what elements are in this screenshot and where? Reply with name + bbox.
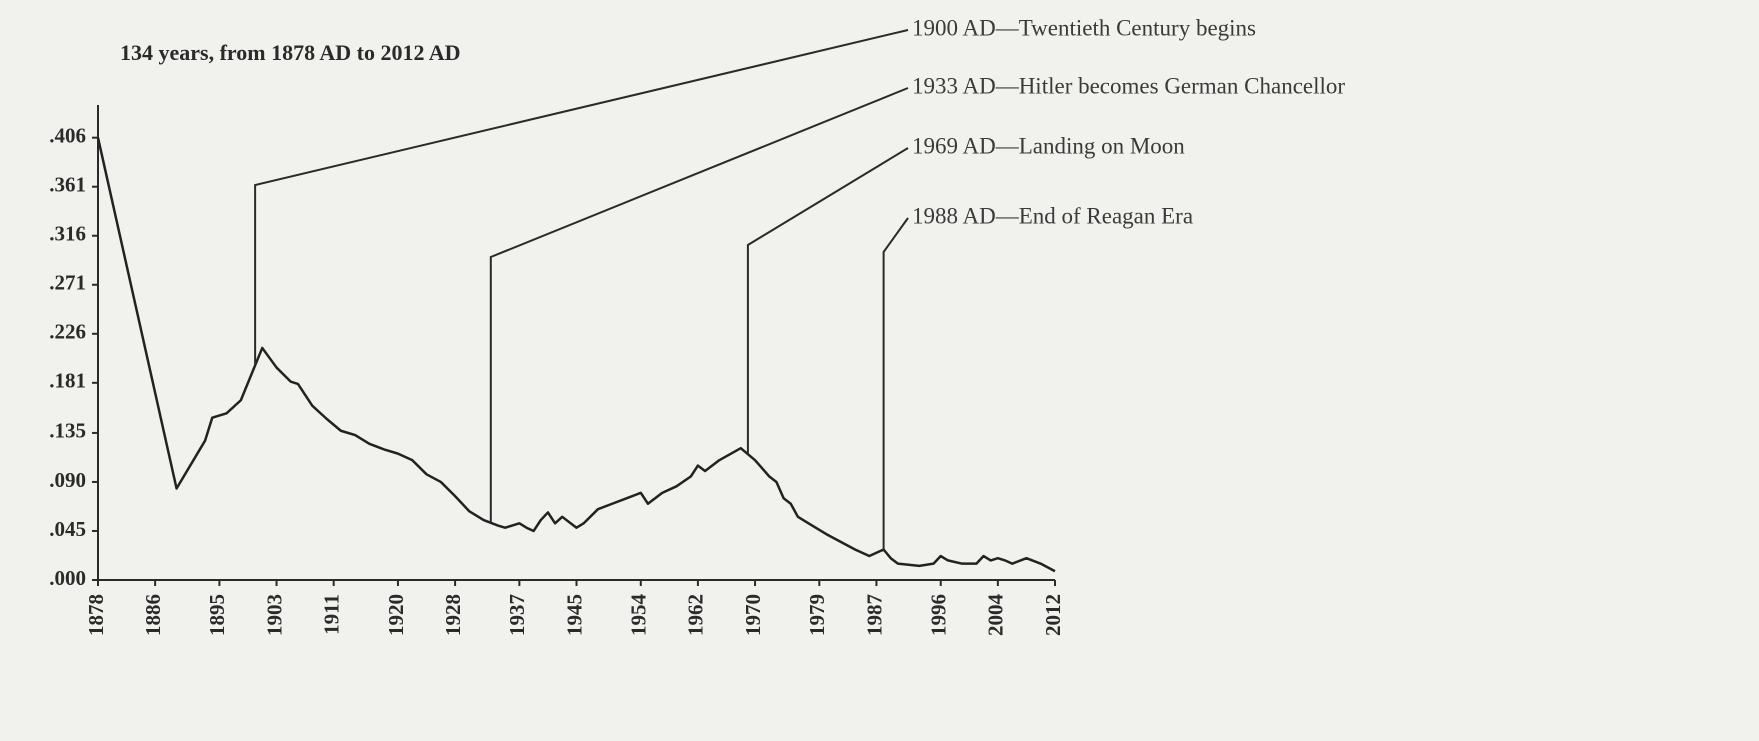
annotation: 1933 AD—Hitler becomes German Chancellor [912,73,1345,98]
y-tick-label: .045 [49,517,86,541]
x-tick-label: 1945 [562,594,586,636]
callout-line [746,147,909,455]
callout-line [882,217,909,550]
x-tick-label: 1979 [805,594,829,636]
x-tick-label: 1920 [384,594,408,636]
x-tick-label: 2012 [1041,594,1065,636]
x-tick-label: 1895 [205,594,229,636]
x-tick-label: 1937 [505,594,529,636]
y-tick-label: .406 [49,123,86,147]
callout-line [254,29,909,366]
x-tick-label: 1987 [862,594,886,636]
x-tick-label: 1928 [441,594,465,636]
x-tick-label: 1911 [319,594,343,635]
annotation: 1988 AD—End of Reagan Era [912,203,1193,228]
y-tick-label: .000 [49,566,86,590]
y-tick-label: .226 [49,320,86,344]
chart-title: 134 years, from 1878 AD to 2012 AD [120,40,461,65]
x-tick-label: 1878 [84,594,108,636]
x-tick-label: 1886 [141,594,165,636]
x-tick-label: 1954 [627,594,651,637]
x-tick-label: 2004 [984,594,1008,637]
y-tick-label: .316 [49,222,86,246]
x-tick-label: 1970 [741,594,765,636]
y-tick-label: .181 [49,369,86,393]
x-tick-label: 1903 [262,594,286,636]
y-tick-label: .361 [49,173,86,197]
y-tick-label: .271 [49,271,86,295]
y-tick-label: .090 [49,468,86,492]
annotation: 1969 AD—Landing on Moon [912,133,1185,158]
data-line [96,137,1056,573]
callout-line [489,87,909,523]
annotation: 1900 AD—Twentieth Century begins [912,15,1256,40]
x-tick-label: 1996 [927,594,951,636]
y-tick-label: .135 [49,419,86,443]
x-tick-label: 1962 [684,594,708,636]
